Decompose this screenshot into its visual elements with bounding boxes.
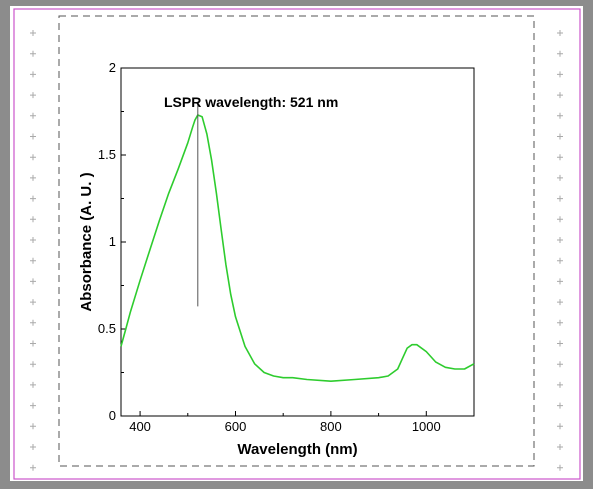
margin-cross	[557, 257, 563, 264]
margin-cross	[557, 340, 563, 347]
margin-cross	[557, 444, 563, 450]
y-tick-label: 2	[109, 60, 116, 75]
margin-cross	[30, 195, 36, 202]
margin-cross	[30, 71, 36, 78]
margin-cross	[30, 381, 36, 388]
margin-cross	[30, 133, 36, 140]
margin-cross	[557, 50, 563, 57]
margin-cross	[557, 92, 563, 99]
margin-cross	[30, 444, 36, 450]
y-tick-label: 0.5	[98, 321, 116, 336]
x-tick-label: 400	[129, 419, 151, 434]
margin-cross	[557, 361, 563, 368]
margin-cross	[30, 464, 36, 471]
margin-cross	[30, 30, 36, 36]
series-layer	[120, 114, 475, 383]
margin-border	[58, 15, 535, 467]
x-tick-label: 1000	[412, 419, 441, 434]
annotation-layer: LSPR wavelength: 521 nm	[164, 94, 338, 307]
margin-cross	[557, 402, 563, 409]
margin-cross	[557, 319, 563, 326]
margin-cross	[30, 257, 36, 264]
margin-cross	[557, 423, 563, 430]
y-tick-label: 1.5	[98, 147, 116, 162]
page-border	[13, 8, 581, 480]
margin-cross	[30, 112, 36, 119]
x-tick-label: 800	[320, 419, 342, 434]
plot-area	[120, 67, 475, 417]
y-axis-label: Absorbance (A. U. )	[78, 172, 95, 311]
margin-cross	[557, 381, 563, 388]
margin-cross	[30, 237, 36, 243]
x-tick-label: 600	[225, 419, 247, 434]
margin-cross	[557, 133, 563, 140]
x-axis: 400 600 800 1000	[129, 411, 475, 434]
margin-cross	[557, 299, 563, 306]
margin-cross	[30, 319, 36, 326]
margin-cross	[557, 30, 563, 36]
margin-cross	[30, 174, 36, 181]
margin-cross	[557, 216, 563, 223]
margin-cross	[30, 402, 36, 409]
margin-cross	[30, 278, 36, 285]
y-axis: 0 0.5 1 1.5 2	[98, 60, 126, 423]
margin-cross	[30, 361, 36, 368]
margin-cross	[557, 154, 563, 161]
margin-cross	[557, 464, 563, 471]
margin-cross	[30, 216, 36, 223]
margin-cross	[557, 278, 563, 285]
margin-cross	[30, 50, 36, 57]
margin-crosses-left	[30, 30, 36, 471]
margin-cross	[30, 299, 36, 306]
y-tick-label: 0	[109, 408, 116, 423]
margin-crosses-right	[557, 30, 563, 471]
lspr-annotation-label: LSPR wavelength: 521 nm	[164, 94, 338, 110]
margin-cross	[557, 174, 563, 181]
margin-cross	[30, 423, 36, 430]
margin-cross	[557, 112, 563, 119]
margin-cross	[557, 237, 563, 243]
margin-cross	[557, 195, 563, 202]
margin-cross	[30, 154, 36, 161]
y-tick-label: 1	[109, 234, 116, 249]
margin-cross	[557, 71, 563, 78]
x-axis-label: Wavelength (nm)	[237, 441, 357, 458]
margin-cross	[30, 92, 36, 99]
series-line-absorbance	[120, 114, 475, 383]
margin-cross	[30, 340, 36, 347]
